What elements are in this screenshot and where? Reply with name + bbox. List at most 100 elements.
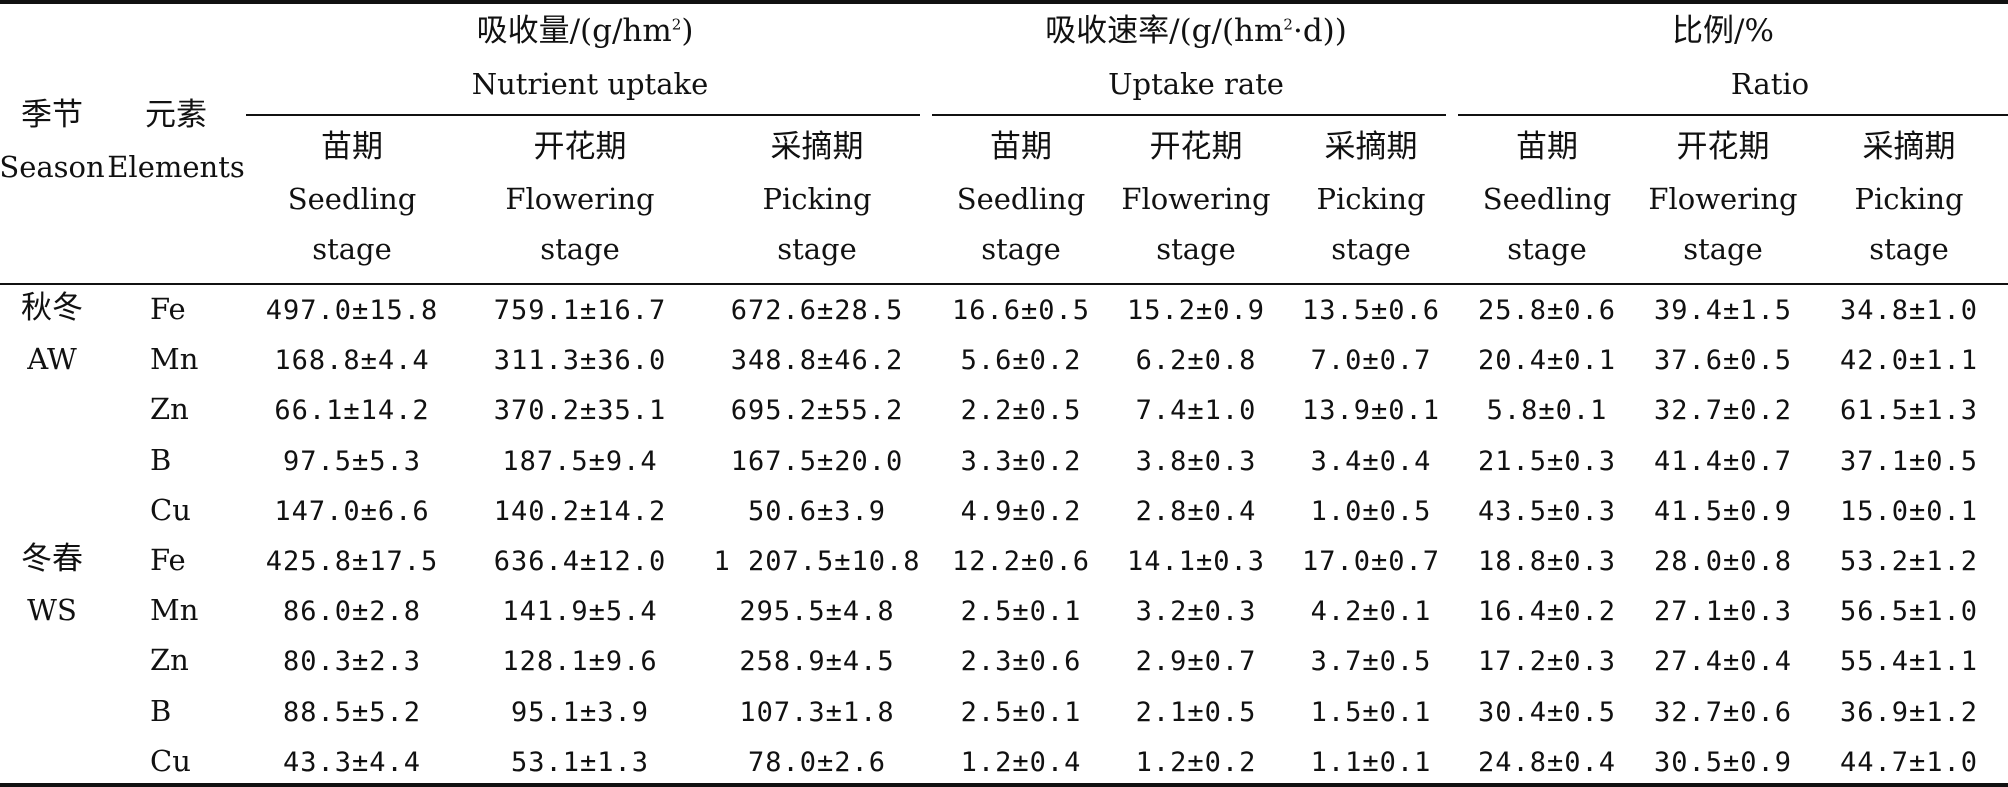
bottom-rule xyxy=(0,783,2008,787)
stage-header-en: Flowering xyxy=(1648,182,1798,216)
table-cell: 2.9±0.7 xyxy=(1135,646,1257,678)
table-cell: 27.4±0.4 xyxy=(1653,646,1793,678)
stage-header-en: Flowering xyxy=(1121,182,1271,216)
table-cell: 43.5±0.3 xyxy=(1477,495,1617,527)
season-header-zh: 季节 xyxy=(21,97,83,133)
table-cell: 140.2±14.2 xyxy=(493,495,667,527)
table-cell: 759.1±16.7 xyxy=(493,295,667,326)
table-cell: 41.5±0.9 xyxy=(1653,495,1793,527)
group-header-rate-zh: 吸收速率/(g/(hm2·d)) xyxy=(1045,13,1347,49)
stage-header-en-suffix: stage xyxy=(777,232,857,266)
stage-header-en-suffix: stage xyxy=(1869,232,1949,266)
stage-header-en-suffix: stage xyxy=(312,232,392,266)
stage-header-en-suffix: stage xyxy=(981,232,1061,266)
element-label: Mn xyxy=(150,593,199,628)
element-label: Mn xyxy=(150,342,199,377)
stage-header-en: Seedling xyxy=(1482,182,1612,216)
table-cell: 4.2±0.1 xyxy=(1310,596,1432,628)
table-cell: 1.2±0.4 xyxy=(960,746,1082,778)
table-cell: 497.0±15.8 xyxy=(265,295,439,326)
table-cell: 37.1±0.5 xyxy=(1839,445,1979,477)
table-cell: 13.5±0.6 xyxy=(1301,295,1441,326)
table-cell: 86.0±2.8 xyxy=(282,596,422,628)
group-underline-ratio xyxy=(1458,114,2008,116)
table-cell: 30.5±0.9 xyxy=(1653,746,1793,778)
table-cell: 168.8±4.4 xyxy=(274,345,430,377)
table-cell: 16.4±0.2 xyxy=(1477,596,1617,628)
table-cell: 15.0±0.1 xyxy=(1839,495,1979,527)
table-cell: 425.8±17.5 xyxy=(265,546,439,577)
table-cell: 66.1±14.2 xyxy=(274,395,430,427)
table-cell: 1 207.5±10.8 xyxy=(713,546,921,577)
table-cell: 17.2±0.3 xyxy=(1477,646,1617,678)
table-cell: 14.1±0.3 xyxy=(1126,546,1266,577)
element-label: Cu xyxy=(150,492,191,527)
table-cell: 28.0±0.8 xyxy=(1653,546,1793,577)
stage-header-en-suffix: stage xyxy=(1331,232,1411,266)
table-cell: 88.5±5.2 xyxy=(282,696,422,728)
stage-header-zh: 采摘期 xyxy=(1862,129,1956,165)
stage-header-en: Seedling xyxy=(287,182,417,216)
group-header-ratio-en: Ratio xyxy=(1730,67,1810,101)
table-cell: 25.8±0.6 xyxy=(1477,295,1617,326)
table-cell: 44.7±1.0 xyxy=(1839,746,1979,778)
table-cell: 107.3±1.8 xyxy=(739,696,895,728)
table-cell: 1.2±0.2 xyxy=(1135,746,1257,778)
stage-header-zh: 采摘期 xyxy=(1324,129,1418,165)
table-cell: 43.3±4.4 xyxy=(282,746,422,778)
table-cell: 24.8±0.4 xyxy=(1477,746,1617,778)
element-label: Zn xyxy=(150,392,189,427)
table-cell: 53.2±1.2 xyxy=(1839,546,1979,577)
table-cell: 42.0±1.1 xyxy=(1839,345,1979,377)
table-cell: 50.6±3.9 xyxy=(747,495,887,527)
season-label-zh: 秋冬 xyxy=(21,290,83,326)
stage-header-en-suffix: stage xyxy=(1683,232,1763,266)
table-cell: 39.4±1.5 xyxy=(1653,295,1793,326)
table-cell: 128.1±9.6 xyxy=(502,646,658,678)
table-cell: 141.9±5.4 xyxy=(502,596,658,628)
table-cell: 1.5±0.1 xyxy=(1310,696,1432,728)
season-label-en: AW xyxy=(27,342,77,377)
table-cell: 34.8±1.0 xyxy=(1839,295,1979,326)
table-cell: 36.9±1.2 xyxy=(1839,696,1979,728)
table-cell: 6.2±0.8 xyxy=(1135,345,1257,377)
table-cell: 258.9±4.5 xyxy=(739,646,895,678)
table-cell: 311.3±36.0 xyxy=(493,345,667,377)
table-cell: 370.2±35.1 xyxy=(493,395,667,427)
table-cell: 295.5±4.8 xyxy=(739,596,895,628)
stage-header-en: Picking xyxy=(762,182,872,216)
stage-header-en: Flowering xyxy=(505,182,655,216)
table-cell: 4.9±0.2 xyxy=(960,495,1082,527)
table-cell: 78.0±2.6 xyxy=(747,746,887,778)
season-label-en: WS xyxy=(27,593,77,628)
top-rule xyxy=(0,0,2008,4)
table-cell: 18.8±0.3 xyxy=(1477,546,1617,577)
header-bottom-rule xyxy=(0,283,2008,285)
stage-header-en-suffix: stage xyxy=(1156,232,1236,266)
table-cell: 21.5±0.3 xyxy=(1477,445,1617,477)
stage-header-zh: 苗期 xyxy=(321,129,383,165)
table-cell: 3.4±0.4 xyxy=(1310,445,1432,477)
table-cell: 3.3±0.2 xyxy=(960,445,1082,477)
table-cell: 30.4±0.5 xyxy=(1477,696,1617,728)
table-cell: 37.6±0.5 xyxy=(1653,345,1793,377)
stage-header-zh: 采摘期 xyxy=(770,129,864,165)
table-cell: 61.5±1.3 xyxy=(1839,395,1979,427)
table-cell: 147.0±6.6 xyxy=(274,495,430,527)
stage-header-en-suffix: stage xyxy=(1507,232,1587,266)
stage-header-zh: 苗期 xyxy=(990,129,1052,165)
table-cell: 2.2±0.5 xyxy=(960,395,1082,427)
table-cell: 695.2±55.2 xyxy=(730,395,904,427)
stage-header-zh: 开花期 xyxy=(1676,129,1770,165)
table-cell: 1.1±0.1 xyxy=(1310,746,1432,778)
table-cell: 2.1±0.5 xyxy=(1135,696,1257,728)
table-cell: 636.4±12.0 xyxy=(493,546,667,577)
table-cell: 3.7±0.5 xyxy=(1310,646,1432,678)
table-cell: 2.5±0.1 xyxy=(960,596,1082,628)
element-label: Fe xyxy=(150,292,186,326)
group-header-uptake-zh: 吸收量/(g/hm2) xyxy=(476,13,694,49)
table-cell: 3.2±0.3 xyxy=(1135,596,1257,628)
element-label: B xyxy=(150,442,172,477)
elements-header-en: Elements xyxy=(107,150,245,184)
season-label-zh: 冬春 xyxy=(21,541,83,577)
